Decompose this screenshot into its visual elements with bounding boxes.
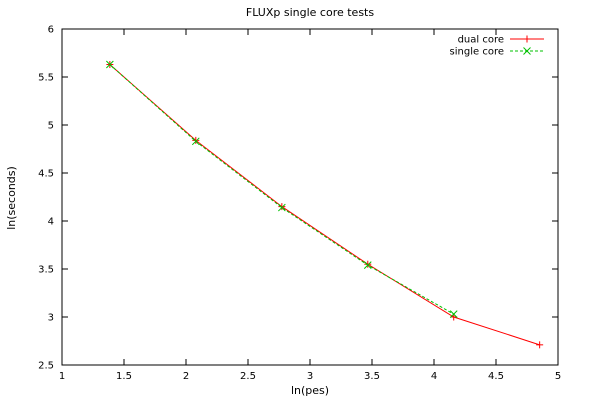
y-tick-label: 3: [48, 313, 54, 324]
legend-entry: dual core: [458, 35, 544, 46]
y-tick-label: 6: [48, 25, 54, 36]
y-tick-label: 5.5: [38, 73, 54, 84]
data-point: [449, 310, 458, 318]
y-tick-label: 3.5: [38, 265, 54, 276]
data-point: [277, 203, 286, 212]
plot-border: [61, 28, 559, 366]
x-tick-label: 1: [59, 371, 65, 382]
y-tick-label: 4: [48, 217, 54, 228]
x-tick-label: 3.5: [364, 371, 380, 382]
x-tick-label: 4.5: [488, 371, 504, 382]
series-single-core: [106, 60, 458, 318]
x-tick-label: 1.5: [116, 371, 132, 382]
y-tick-label: 2.5: [38, 361, 54, 372]
chart-title: FLUXp single core tests: [246, 6, 374, 19]
data-point: [106, 60, 114, 69]
legend-entry: single core: [450, 47, 544, 58]
series-dual-core: [106, 61, 544, 349]
x-axis-label: ln(pes): [291, 384, 329, 397]
series-line: [109, 64, 540, 346]
axis-ticks: 1 1.5 2 2.5 3 3.5 4 4.5 5 2.5 3 3.5 4 4.5 5 5.5 6: [38, 25, 561, 383]
plot-area: [61, 28, 559, 366]
y-axis-label: ln(seconds): [5, 166, 18, 230]
x-tick-label: 4: [431, 371, 437, 382]
legend-label: dual core: [458, 35, 504, 46]
series-layer: [106, 60, 544, 349]
x-tick-label: 5: [555, 371, 561, 382]
series-line: [109, 64, 454, 315]
legend-label: single core: [450, 47, 504, 58]
x-tick-label: 3: [307, 371, 313, 382]
data-point: [191, 137, 200, 146]
legend-marker: [523, 47, 531, 55]
x-tick-label: 2.5: [240, 371, 256, 382]
y-tick-label: 4.5: [38, 169, 54, 180]
x-tick-label: 2: [183, 371, 189, 382]
data-point: [363, 261, 372, 270]
y-tick-label: 5: [48, 121, 54, 132]
